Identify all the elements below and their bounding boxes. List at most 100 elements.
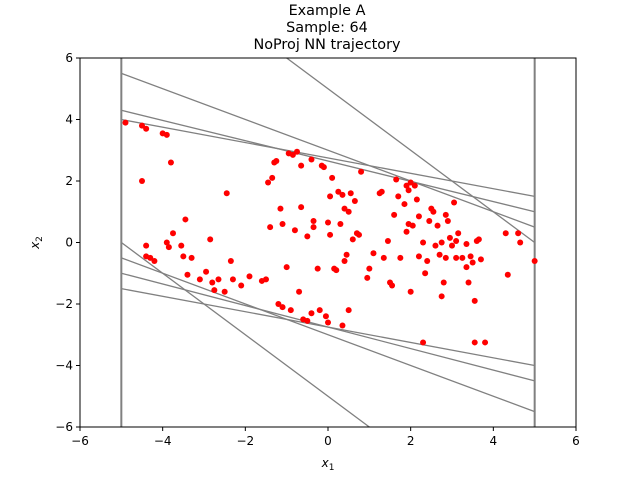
constraint-line-4 [121,109,535,213]
data-point-73 [263,276,269,283]
data-point-129 [459,254,466,261]
data-point-68 [351,197,358,204]
constraint-line-5 [121,118,535,198]
data-point-140 [420,339,427,346]
x-tick-label: 0 [324,434,332,448]
data-point-128 [455,230,462,237]
data-point-60 [335,188,342,195]
x-tick-label: 4 [490,434,498,448]
data-point-88 [370,250,377,257]
data-point-100 [403,182,410,189]
data-point-50 [310,217,317,224]
data-point-138 [482,339,489,346]
data-point-90 [378,188,385,195]
data-point-24 [211,287,218,294]
data-point-134 [471,297,478,304]
data-point-141 [502,230,509,237]
data-point-95 [391,211,398,218]
data-point-14 [170,230,176,237]
y-axis-label: x2 [28,236,45,250]
y-tick-label: −4 [55,359,73,373]
data-point-25 [215,276,222,283]
data-point-59 [333,267,340,274]
data-point-55 [325,219,331,226]
data-point-18 [184,271,191,278]
data-point-63 [341,205,348,212]
data-point-117 [434,222,441,229]
data-point-12 [163,239,170,246]
data-point-94 [389,282,396,289]
data-point-97 [395,193,402,200]
data-point-125 [449,242,455,249]
data-point-145 [531,257,538,264]
data-point-16 [182,216,189,223]
data-point-143 [515,230,522,237]
x-tick-label: −2 [236,434,254,448]
data-point-108 [413,196,420,203]
data-point-137 [477,256,484,263]
data-point-113 [426,217,433,224]
data-point-98 [397,254,404,261]
data-point-45 [291,227,298,234]
data-point-144 [517,239,524,246]
data-point-54 [327,231,334,238]
data-point-131 [465,279,472,286]
data-point-109 [415,213,422,220]
data-point-43 [294,148,300,155]
data-point-115 [430,208,437,215]
y-tick-label: 2 [65,174,73,188]
data-point-96 [393,176,400,183]
data-point-10 [151,257,158,264]
data-point-64 [343,251,350,258]
data-point-22 [207,236,214,243]
data-point-37 [273,158,280,165]
data-point-79 [308,310,315,317]
data-point-107 [411,182,418,189]
x-tick-label: 2 [407,434,415,448]
data-point-133 [469,259,476,266]
title-line-1: Example A [289,3,366,19]
data-point-87 [364,274,371,281]
data-point-46 [298,204,305,211]
data-point-74 [287,307,294,314]
data-point-49 [308,156,315,163]
data-point-127 [453,254,460,261]
data-point-67 [349,236,356,243]
constraint-line-9 [121,287,535,367]
data-point-82 [322,313,329,320]
data-point-53 [320,164,327,171]
data-point-23 [209,279,216,286]
y-tick-label: −6 [55,420,73,434]
data-point-112 [424,257,431,264]
y-tick-label: 6 [65,51,73,65]
data-point-70 [356,231,362,238]
data-point-124 [446,234,453,241]
data-point-6 [167,159,174,166]
data-point-118 [436,251,443,258]
data-point-26 [221,288,228,295]
data-point-62 [339,191,346,198]
data-point-99 [401,201,408,208]
data-point-27 [223,190,230,197]
data-point-85 [345,307,352,314]
y-tick-label: 0 [65,236,73,250]
data-point-28 [227,257,234,264]
data-point-126 [451,199,458,206]
data-point-61 [337,221,344,228]
data-point-111 [422,270,429,277]
data-point-44 [298,162,305,169]
data-point-122 [442,211,449,218]
data-point-34 [269,174,276,181]
data-point-17 [180,253,187,260]
data-point-92 [384,237,391,244]
data-point-20 [196,276,203,283]
data-point-35 [267,224,274,231]
data-point-29 [229,276,236,283]
data-point-51 [314,265,321,272]
data-point-38 [277,205,284,212]
data-point-142 [504,271,511,278]
data-point-80 [304,317,311,324]
data-point-119 [438,239,445,246]
constraint-line-3 [121,72,535,228]
